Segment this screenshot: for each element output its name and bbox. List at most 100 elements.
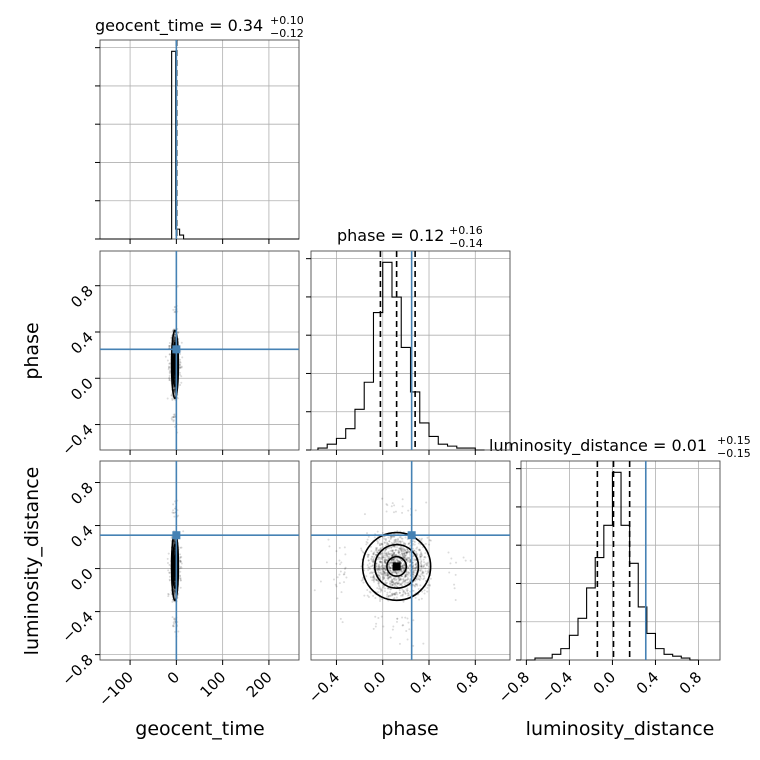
sample-point (173, 425, 176, 428)
x-tick-label: −100 (95, 668, 137, 710)
sample-point (168, 371, 171, 374)
sample-point (396, 558, 399, 561)
sample-point (361, 577, 364, 580)
sample-point (386, 559, 389, 562)
sample-point (396, 582, 399, 585)
sample-point (385, 553, 388, 556)
sample-point (172, 415, 175, 418)
sample-point (414, 583, 417, 586)
sample-point (390, 561, 393, 564)
sample-point (405, 560, 408, 563)
sample-point (375, 565, 378, 568)
title-geocent-time-minus: −0.12 (270, 27, 304, 40)
sample-point (383, 587, 386, 590)
sample-point (404, 616, 407, 619)
sample-point (173, 577, 176, 580)
sample-point (420, 597, 423, 600)
sample-point (171, 397, 174, 400)
sample-point (391, 549, 394, 552)
sample-point (168, 353, 171, 356)
sample-point (384, 539, 387, 542)
sample-point (399, 560, 402, 563)
sample-point (412, 589, 415, 592)
sample-point (419, 552, 422, 555)
sample-point (173, 336, 176, 339)
sample-point (404, 549, 407, 552)
sample-point (171, 399, 174, 402)
sample-point (399, 547, 402, 550)
sample-point (172, 308, 175, 311)
sample-point (402, 547, 405, 550)
sample-point (417, 577, 420, 580)
sample-point (453, 587, 456, 590)
sample-point (403, 591, 406, 594)
sample-point (182, 530, 185, 533)
sample-point (397, 538, 400, 541)
sample-point (173, 588, 176, 591)
title-geocent-time: geocent_time = 0.34 +0.10 −0.12 (95, 14, 304, 40)
sample-point (390, 593, 393, 596)
sample-point (173, 376, 176, 379)
sample-point (387, 552, 390, 555)
sample-point (391, 555, 394, 558)
sample-point (368, 590, 371, 593)
sample-point (408, 572, 411, 575)
sample-point (404, 592, 407, 595)
sample-point (389, 566, 392, 569)
sample-point (173, 541, 176, 544)
sample-point (372, 579, 375, 582)
samples-layer (313, 497, 472, 647)
sample-point (375, 564, 378, 567)
sample-point (380, 556, 383, 559)
sample-point (400, 568, 403, 571)
sample-point (414, 563, 417, 566)
sample-point (172, 419, 175, 422)
sample-point (407, 571, 410, 574)
sample-point (396, 585, 399, 588)
title-luminosity-distance-minus: −0.15 (717, 447, 751, 460)
sample-point (407, 594, 410, 597)
sample-point (180, 381, 183, 384)
sample-point (390, 546, 393, 549)
sample-point (173, 590, 176, 593)
sample-point (379, 598, 382, 601)
sample-point (383, 570, 386, 573)
sample-point (420, 552, 423, 555)
sample-point (398, 576, 401, 579)
sample-point (403, 555, 406, 558)
title-geocent-time-text: geocent_time = 0.34 (95, 16, 263, 36)
sample-point (412, 567, 415, 570)
sample-point (402, 541, 405, 544)
sample-point (381, 568, 384, 571)
sample-point (384, 538, 387, 541)
sample-point (405, 571, 408, 574)
sample-point (343, 573, 346, 576)
sample-point (390, 571, 393, 574)
histogram-luminosity_distance (526, 471, 699, 661)
sample-point (376, 591, 379, 594)
sample-point (366, 555, 369, 558)
sample-point (388, 540, 391, 543)
sample-point (419, 575, 422, 578)
sample-point (409, 590, 412, 593)
sample-point (421, 570, 424, 573)
sample-point (168, 345, 171, 348)
sample-point (173, 338, 176, 341)
sample-point (409, 554, 412, 557)
sample-point (420, 563, 423, 566)
sample-point (360, 565, 363, 568)
sample-point (378, 572, 381, 575)
sample-point (370, 558, 373, 561)
sample-point (179, 383, 182, 386)
sample-point (168, 344, 171, 347)
sample-point (173, 549, 176, 552)
sample-point (394, 549, 397, 552)
sample-point (339, 617, 342, 620)
sample-point (420, 537, 423, 540)
sample-point (398, 560, 401, 563)
sample-point (375, 563, 378, 566)
sample-point (167, 593, 170, 596)
sample-point (386, 591, 389, 594)
sample-point (180, 375, 183, 378)
sample-point (421, 571, 424, 574)
